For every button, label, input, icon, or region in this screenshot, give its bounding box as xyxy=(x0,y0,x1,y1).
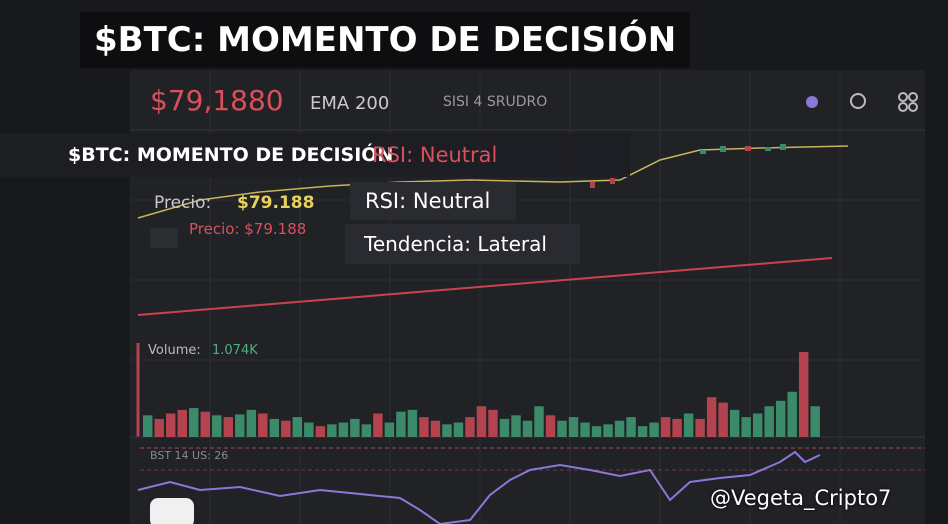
volume-bar xyxy=(511,415,521,437)
volume-bar xyxy=(350,418,360,437)
volume-bar xyxy=(235,414,245,437)
overlay-title: $BTC: MOMENTO DE DECISIÓN xyxy=(68,144,394,166)
ema-line xyxy=(137,257,833,316)
rsi-line xyxy=(137,450,821,524)
volume-bar xyxy=(166,413,176,437)
rsi-panel-label: BST 14 US: 26 xyxy=(150,449,229,462)
price: $79,1880 xyxy=(150,84,284,117)
volume-bar xyxy=(764,406,774,437)
volume-bar xyxy=(304,422,314,437)
volume-bar xyxy=(361,424,372,437)
price-value: $79.188 xyxy=(237,193,315,213)
volume-bar xyxy=(626,417,636,437)
price-line xyxy=(137,145,849,219)
collapse-button[interactable] xyxy=(150,228,178,248)
price-small: Precio: $79.188 xyxy=(189,220,307,238)
indicator: EMA 200 xyxy=(310,93,390,114)
volume-bar xyxy=(499,418,510,437)
overlay-rsi: RSI: Neutral xyxy=(372,143,498,167)
volume-bar xyxy=(315,426,326,437)
volume-bar xyxy=(752,413,763,437)
volume-bar xyxy=(614,420,625,437)
volume-bar xyxy=(373,413,383,437)
volume-bar xyxy=(453,422,464,437)
volume-bar xyxy=(557,420,567,437)
icon[interactable] xyxy=(850,93,866,109)
volume-bar xyxy=(603,424,613,437)
volume-bar xyxy=(637,426,648,437)
volume-bar xyxy=(465,417,475,437)
volume-bar xyxy=(591,426,602,437)
rsi-box xyxy=(350,182,516,220)
volume-bar xyxy=(258,413,268,437)
volume-bar xyxy=(660,417,671,437)
volume-bar xyxy=(177,409,187,437)
volume-bar xyxy=(430,420,441,437)
volume-label: Volume: xyxy=(148,343,201,358)
volume-bar xyxy=(281,420,291,437)
volume-bar xyxy=(683,413,694,437)
volume-bar xyxy=(534,406,544,437)
volume-bar xyxy=(327,424,337,437)
volume-bar xyxy=(810,406,820,437)
volume-bar xyxy=(672,418,682,437)
volume-bar xyxy=(568,417,579,437)
trend-text: Tendencia: Lateral xyxy=(364,232,547,256)
volume-bar xyxy=(476,406,487,437)
title-banner xyxy=(80,12,690,68)
volume-bar xyxy=(396,411,406,437)
overlay-bar xyxy=(0,133,630,177)
volume-bar xyxy=(223,417,233,437)
volume-bar xyxy=(246,409,257,437)
trend-box xyxy=(345,224,580,264)
icon[interactable] xyxy=(898,92,918,112)
study: SISI 4 SRUDRO xyxy=(443,94,548,110)
volume-bar xyxy=(798,352,809,437)
price-label: Precio: xyxy=(154,193,212,213)
volume-bar xyxy=(545,415,556,437)
volume-bar xyxy=(695,418,705,437)
volume-bar xyxy=(522,420,533,437)
volume-bar xyxy=(442,424,452,437)
volume-bar xyxy=(189,408,199,437)
volume-bar xyxy=(729,409,740,437)
volume-bar xyxy=(718,402,728,437)
volume-bar xyxy=(706,397,717,437)
volume-bar xyxy=(775,400,786,437)
watermark: @Vegeta_Cripto7 xyxy=(710,486,892,510)
volume-bar xyxy=(384,422,395,437)
volume-bar xyxy=(269,418,280,437)
title: $BTC: MOMENTO DE DECISIÓN xyxy=(94,20,677,60)
candles xyxy=(590,144,786,188)
volume-bars xyxy=(143,352,820,437)
volume-bar xyxy=(154,418,164,437)
volume-bar xyxy=(741,417,751,437)
volume-bar xyxy=(580,422,590,437)
volume-bar xyxy=(338,422,349,437)
logo xyxy=(150,498,194,524)
volume-bar xyxy=(292,417,303,437)
toolbar-icons xyxy=(806,92,918,112)
volume-bar xyxy=(200,411,210,437)
rsi-text: RSI: Neutral xyxy=(365,189,491,213)
volume-bar xyxy=(143,415,153,437)
volume-bar xyxy=(407,409,418,437)
volume-value: 1.074K xyxy=(212,343,258,358)
volume-bar xyxy=(787,391,797,437)
volume-bar xyxy=(419,417,429,437)
volume-bar xyxy=(649,422,659,437)
volume-bar xyxy=(488,409,498,437)
volume-bar xyxy=(212,415,222,437)
icon[interactable] xyxy=(806,96,818,108)
